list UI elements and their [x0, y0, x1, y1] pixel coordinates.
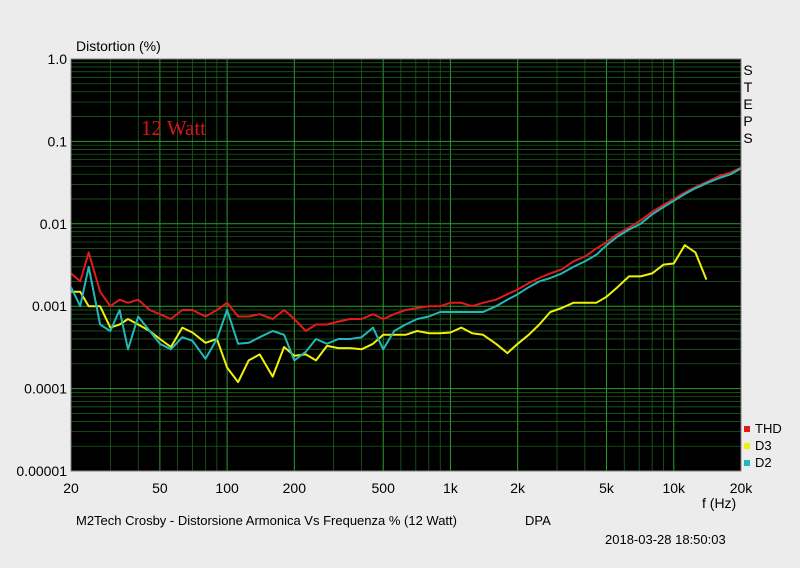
series-line-d3 — [71, 244, 708, 384]
x-tick-label: 20k — [730, 480, 754, 496]
x-tick-label: 200 — [283, 480, 307, 496]
steps-letter: S — [743, 62, 753, 78]
x-tick-label: 20 — [63, 480, 79, 496]
legend-swatch — [744, 425, 750, 432]
x-tick-label: 500 — [372, 480, 396, 496]
legend-item-thd: THD — [744, 420, 782, 437]
legend-swatch — [744, 442, 750, 449]
legend-label: D2 — [755, 455, 772, 470]
legend: THD D3 D2 — [744, 420, 782, 471]
steps-letter: E — [743, 96, 753, 112]
steps-letter: T — [743, 79, 753, 95]
steps-letter: S — [743, 130, 753, 146]
x-tick-label: 10k — [662, 480, 686, 496]
steps-label: S T E P S — [741, 62, 755, 147]
plot-area — [71, 59, 741, 471]
y-axis-title: Distortion (%) — [76, 38, 161, 54]
legend-swatch — [744, 459, 750, 466]
series-line-thd — [70, 166, 742, 332]
plot-frame — [70, 58, 742, 472]
x-tick-label: 1k — [443, 480, 459, 496]
timestamp: 2018-03-28 18:50:03 — [605, 532, 726, 547]
annotation-12-watt: 12 Watt — [141, 116, 206, 140]
x-axis-title: f (Hz) — [702, 495, 737, 511]
chart-caption: M2Tech Crosby - Distorsione Armonica Vs … — [76, 513, 457, 528]
y-tick-label: 0.1 — [48, 133, 68, 149]
y-tick-label: 0.00001 — [16, 463, 67, 479]
y-tick-label: 0.001 — [32, 298, 67, 314]
legend-label: D3 — [755, 438, 772, 453]
y-tick-label: 0.0001 — [24, 381, 67, 397]
x-tick-label: 50 — [152, 480, 168, 496]
legend-label: THD — [755, 421, 782, 436]
source-label: DPA — [525, 513, 551, 528]
x-tick-label: 5k — [599, 480, 615, 496]
legend-item-d3: D3 — [744, 437, 782, 454]
x-tick-label: 2k — [510, 480, 526, 496]
y-tick-label: 0.01 — [40, 216, 67, 232]
legend-item-d2: D2 — [744, 454, 782, 471]
series-line-d2 — [70, 167, 742, 362]
y-tick-label: 1.0 — [48, 51, 68, 67]
steps-letter: P — [743, 113, 753, 129]
x-tick-label: 100 — [215, 480, 239, 496]
